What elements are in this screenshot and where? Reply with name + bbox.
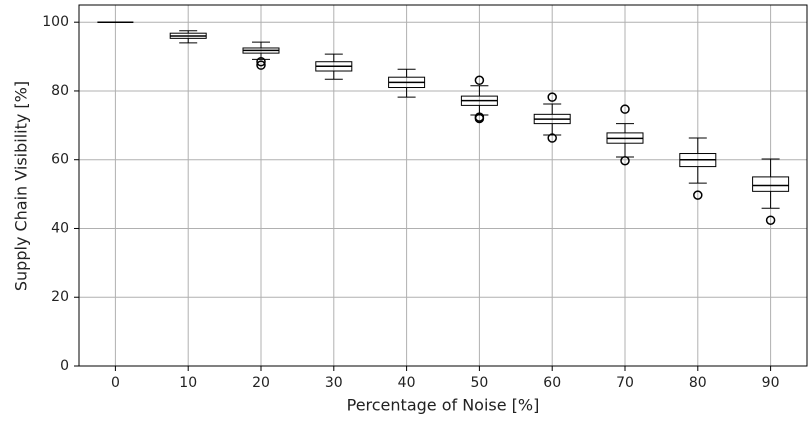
box xyxy=(752,176,790,192)
x-tick-label: 80 xyxy=(689,375,707,391)
outlier xyxy=(765,215,776,225)
outlier xyxy=(620,155,630,166)
x-tick-label: 70 xyxy=(616,375,634,391)
x-tick-label: 60 xyxy=(543,375,561,391)
x-tick-label: 40 xyxy=(398,375,416,391)
x-axis-label: Percentage of Noise [%] xyxy=(347,396,540,415)
plot-frame xyxy=(78,4,808,367)
x-tick-label: 50 xyxy=(470,375,488,391)
x-tick-label: 10 xyxy=(179,375,197,391)
outlier xyxy=(620,104,630,114)
outlier xyxy=(547,133,557,143)
outlier xyxy=(256,60,266,70)
outlier xyxy=(474,113,485,124)
outlier xyxy=(474,75,485,86)
outlier xyxy=(256,56,266,67)
x-tick-label: 0 xyxy=(111,375,120,391)
x-tick-label: 90 xyxy=(762,375,780,391)
y-tick-label: 100 xyxy=(42,14,69,30)
outlier xyxy=(693,190,703,200)
y-axis-label: Supply Chain Visibility [%] xyxy=(12,81,31,291)
y-tick-label: 40 xyxy=(51,220,69,236)
y-tick-label: 80 xyxy=(51,83,69,99)
x-tick-label: 20 xyxy=(252,375,270,391)
outlier xyxy=(547,92,557,102)
x-tick-label: 30 xyxy=(325,375,343,391)
y-tick-label: 60 xyxy=(51,152,69,168)
y-tick-label: 20 xyxy=(51,289,69,305)
y-tick-label: 0 xyxy=(60,358,69,374)
